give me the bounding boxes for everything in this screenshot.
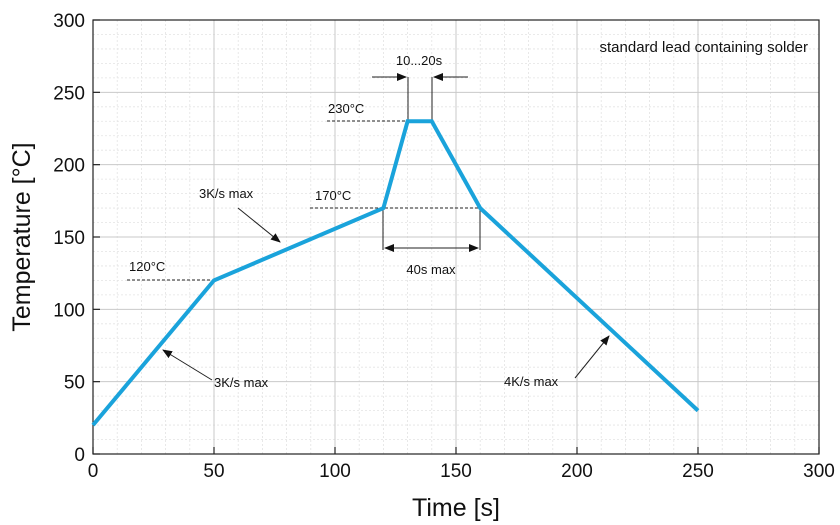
temp-170-label: 170°C	[315, 188, 351, 203]
legend-text: standard lead containing solder	[600, 39, 808, 56]
rate-label-upper: 3K/s max	[199, 186, 254, 201]
y-tick-label: 0	[74, 445, 85, 466]
x-tick-labels: 0 50 100 150 200 250 300	[88, 461, 835, 482]
y-tick-label: 150	[53, 228, 85, 249]
dwell-peak-label: 10...20s	[396, 53, 443, 68]
y-tick-label: 300	[53, 11, 85, 32]
temperature-profile-line	[91, 119, 700, 427]
x-tick-label: 50	[203, 461, 224, 482]
x-tick-label: 0	[88, 461, 99, 482]
x-tick-label: 150	[440, 461, 472, 482]
temp-230-label: 230°C	[328, 101, 364, 116]
rate-cooling-arrow	[574, 335, 610, 379]
y-axis-title: Temperature [°C]	[8, 142, 36, 331]
x-axis-title: Time [s]	[412, 494, 500, 522]
rate-label-cooling: 4K/s max	[504, 374, 559, 389]
y-tick-label: 100	[53, 300, 85, 321]
x-tick-label: 100	[319, 461, 351, 482]
y-tick-label: 50	[64, 373, 85, 394]
dwell-liquidus-label: 40s max	[406, 262, 456, 277]
y-tick-labels: 0 50 100 150 200 250 300	[53, 11, 85, 466]
rate-lower-arrow	[162, 349, 213, 381]
rate-upper-arrow	[237, 207, 281, 243]
y-tick-label: 250	[53, 83, 85, 104]
annotation-lines	[127, 73, 610, 381]
axis-ticks	[92, 19, 820, 455]
y-tick-label: 200	[53, 156, 85, 177]
temp-120-label: 120°C	[129, 259, 165, 274]
rate-label-lower: 3K/s max	[214, 375, 269, 390]
x-tick-label: 300	[803, 461, 835, 482]
x-tick-label: 200	[561, 461, 593, 482]
x-tick-label: 250	[682, 461, 714, 482]
major-grid	[93, 20, 819, 454]
